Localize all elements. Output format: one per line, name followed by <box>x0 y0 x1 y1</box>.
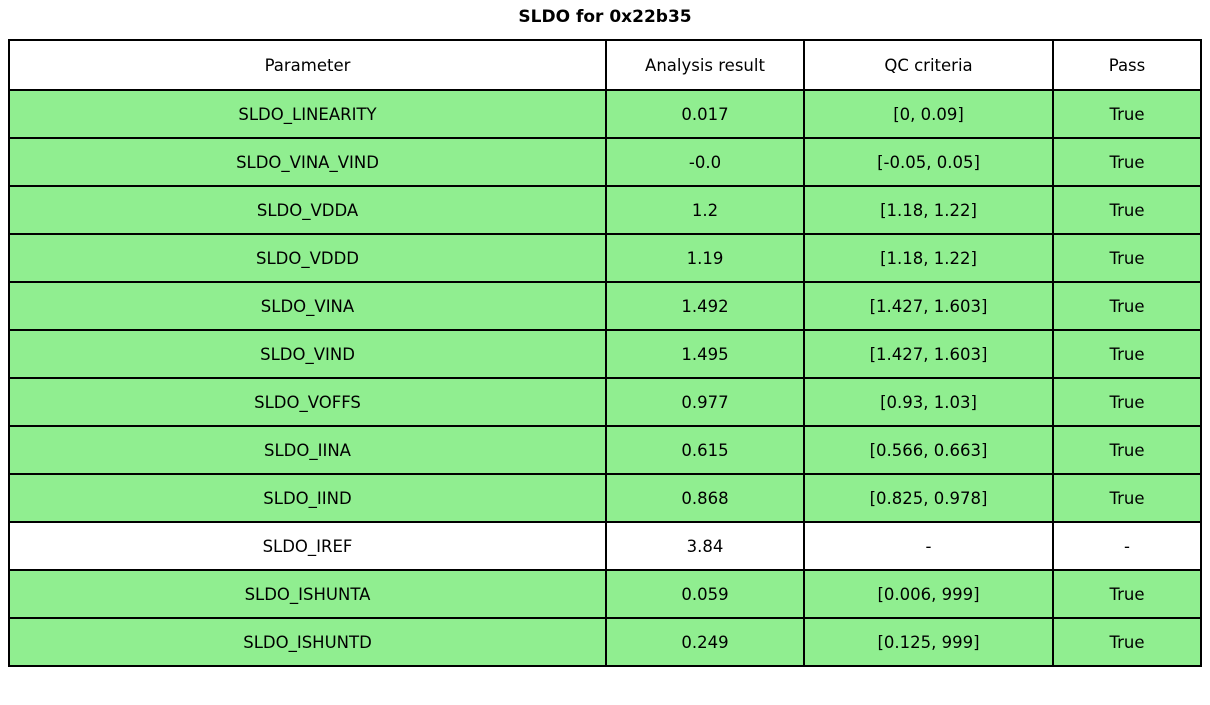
table-row: SLDO_LINEARITY 0.017 [0, 0.09] True <box>8 89 1202 139</box>
table-header-row: Parameter Analysis result QC criteria Pa… <box>8 39 1202 91</box>
cell-criteria: [0.566, 0.663] <box>803 425 1054 475</box>
table-row: SLDO_IIND 0.868 [0.825, 0.978] True <box>8 473 1202 523</box>
qc-results-table: Parameter Analysis result QC criteria Pa… <box>8 39 1202 667</box>
cell-criteria: [0.825, 0.978] <box>803 473 1054 523</box>
header-pass: Pass <box>1052 39 1202 91</box>
cell-result: 0.017 <box>605 89 805 139</box>
cell-pass: True <box>1052 473 1202 523</box>
cell-criteria: [0.93, 1.03] <box>803 377 1054 427</box>
cell-result: -0.0 <box>605 137 805 187</box>
cell-parameter: SLDO_IINA <box>8 425 607 475</box>
table-row: SLDO_VDDA 1.2 [1.18, 1.22] True <box>8 185 1202 235</box>
cell-parameter: SLDO_ISHUNTD <box>8 617 607 667</box>
cell-pass: True <box>1052 377 1202 427</box>
cell-parameter: SLDO_VIND <box>8 329 607 379</box>
cell-parameter: SLDO_IREF <box>8 521 607 571</box>
cell-parameter: SLDO_VOFFS <box>8 377 607 427</box>
cell-criteria: [1.427, 1.603] <box>803 329 1054 379</box>
table-row: SLDO_VINA_VIND -0.0 [-0.05, 0.05] True <box>8 137 1202 187</box>
cell-criteria: - <box>803 521 1054 571</box>
cell-result: 1.495 <box>605 329 805 379</box>
cell-result: 1.19 <box>605 233 805 283</box>
page-title: SLDO for 0x22b35 <box>518 7 692 27</box>
cell-result: 0.615 <box>605 425 805 475</box>
table-row: SLDO_VOFFS 0.977 [0.93, 1.03] True <box>8 377 1202 427</box>
cell-parameter: SLDO_LINEARITY <box>8 89 607 139</box>
cell-criteria: [1.18, 1.22] <box>803 185 1054 235</box>
cell-parameter: SLDO_IIND <box>8 473 607 523</box>
cell-result: 0.059 <box>605 569 805 619</box>
cell-pass: - <box>1052 521 1202 571</box>
cell-pass: True <box>1052 185 1202 235</box>
table-row: SLDO_ISHUNTA 0.059 [0.006, 999] True <box>8 569 1202 619</box>
cell-criteria: [0.006, 999] <box>803 569 1054 619</box>
table-row: SLDO_ISHUNTD 0.249 [0.125, 999] True <box>8 617 1202 667</box>
table-row: SLDO_VINA 1.492 [1.427, 1.603] True <box>8 281 1202 331</box>
cell-parameter: SLDO_VDDD <box>8 233 607 283</box>
cell-pass: True <box>1052 617 1202 667</box>
cell-criteria: [0, 0.09] <box>803 89 1054 139</box>
table-row: SLDO_VDDD 1.19 [1.18, 1.22] True <box>8 233 1202 283</box>
cell-pass: True <box>1052 89 1202 139</box>
cell-parameter: SLDO_VDDA <box>8 185 607 235</box>
cell-pass: True <box>1052 329 1202 379</box>
cell-result: 1.2 <box>605 185 805 235</box>
cell-criteria: [1.427, 1.603] <box>803 281 1054 331</box>
cell-criteria: [1.18, 1.22] <box>803 233 1054 283</box>
header-parameter: Parameter <box>8 39 607 91</box>
cell-result: 3.84 <box>605 521 805 571</box>
cell-parameter: SLDO_ISHUNTA <box>8 569 607 619</box>
header-qc-criteria: QC criteria <box>803 39 1054 91</box>
cell-pass: True <box>1052 137 1202 187</box>
cell-pass: True <box>1052 569 1202 619</box>
cell-result: 0.249 <box>605 617 805 667</box>
header-analysis-result: Analysis result <box>605 39 805 91</box>
cell-result: 0.868 <box>605 473 805 523</box>
table-row: SLDO_IINA 0.615 [0.566, 0.663] True <box>8 425 1202 475</box>
cell-parameter: SLDO_VINA <box>8 281 607 331</box>
cell-result: 0.977 <box>605 377 805 427</box>
cell-pass: True <box>1052 233 1202 283</box>
cell-result: 1.492 <box>605 281 805 331</box>
cell-pass: True <box>1052 425 1202 475</box>
table-row: SLDO_IREF 3.84 - - <box>8 521 1202 571</box>
cell-criteria: [0.125, 999] <box>803 617 1054 667</box>
table-row: SLDO_VIND 1.495 [1.427, 1.603] True <box>8 329 1202 379</box>
cell-pass: True <box>1052 281 1202 331</box>
cell-parameter: SLDO_VINA_VIND <box>8 137 607 187</box>
cell-criteria: [-0.05, 0.05] <box>803 137 1054 187</box>
